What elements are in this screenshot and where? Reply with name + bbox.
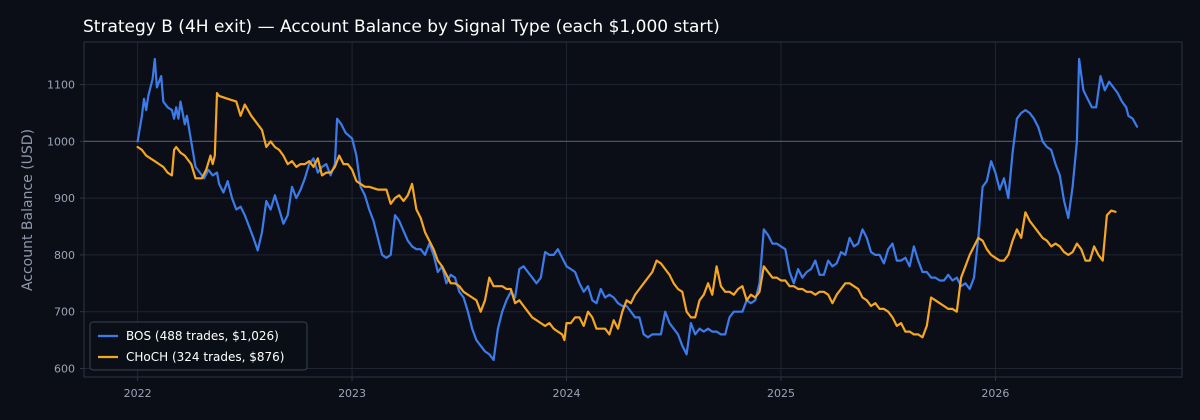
y-axis-label: Account Balance (USD) xyxy=(20,129,36,291)
legend-box xyxy=(89,321,308,371)
y-axis-ticks: 600 700 800 900 1000 1100 xyxy=(47,79,84,375)
y-tick-label: 700 xyxy=(54,306,75,319)
x-tick-label: 2026 xyxy=(981,387,1009,400)
chart-title: Strategy B (4H exit) — Account Balance b… xyxy=(83,17,720,37)
legend-label: BOS (488 trades, $1,026) xyxy=(126,329,279,343)
x-tick-label: 2023 xyxy=(338,387,366,400)
y-tick-label: 600 xyxy=(54,362,75,375)
legend-label: CHoCH (324 trades, $876) xyxy=(126,350,284,364)
series-group xyxy=(136,57,1139,362)
y-tick-label: 800 xyxy=(54,249,75,262)
legend: BOS (488 trades, $1,026) CHoCH (324 trade… xyxy=(89,321,308,371)
series-line-2 xyxy=(136,92,1117,342)
x-tick-label: 2022 xyxy=(124,387,152,400)
series-line-1 xyxy=(136,57,1139,362)
y-tick-label: 1000 xyxy=(47,135,75,148)
x-tick-label: 2025 xyxy=(767,387,795,400)
y-tick-label: 900 xyxy=(54,192,75,205)
plot-frame xyxy=(83,41,1183,378)
y-tick-label: 1100 xyxy=(47,79,75,92)
x-axis-ticks: 2022 2023 2024 2025 2026 xyxy=(124,377,1009,400)
x-tick-label: 2024 xyxy=(553,387,581,400)
